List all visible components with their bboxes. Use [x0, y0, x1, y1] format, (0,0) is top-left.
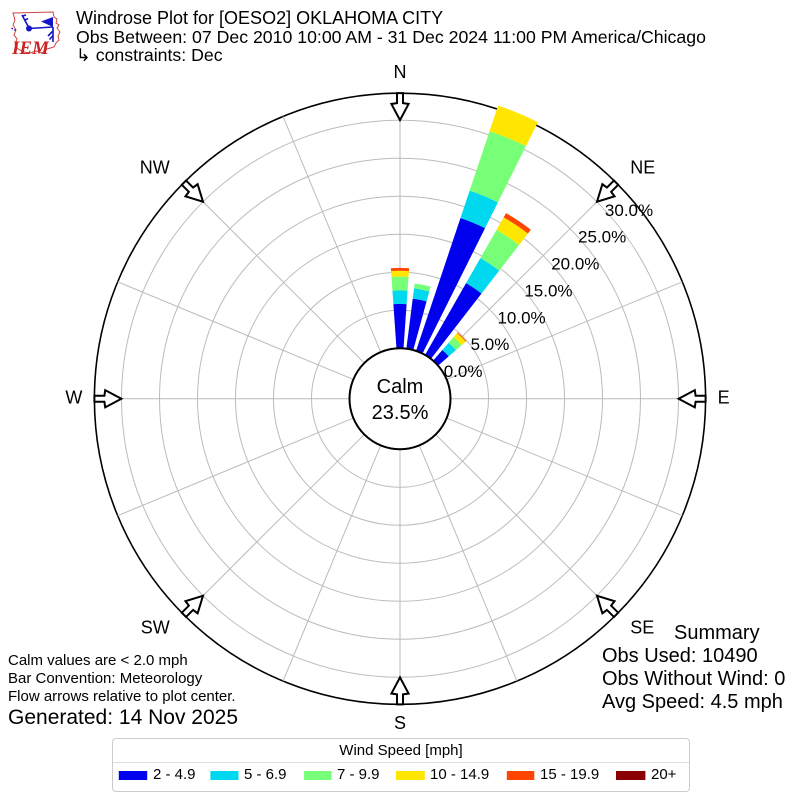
svg-text:W: W: [65, 388, 82, 408]
svg-text:2 - 4.9: 2 - 4.9: [153, 766, 196, 783]
svg-text:30.0%: 30.0%: [605, 201, 653, 220]
svg-text:SW: SW: [141, 618, 170, 638]
svg-text:10.0%: 10.0%: [497, 308, 545, 327]
svg-text:0.0%: 0.0%: [444, 362, 483, 381]
svg-text:10 - 14.9: 10 - 14.9: [430, 766, 489, 783]
svg-text:5 - 6.9: 5 - 6.9: [244, 766, 287, 783]
svg-text:15 - 19.9: 15 - 19.9: [540, 766, 599, 783]
svg-text:E: E: [718, 388, 730, 408]
svg-text:SE: SE: [630, 618, 654, 638]
svg-text:20.0%: 20.0%: [551, 255, 599, 274]
svg-text:25.0%: 25.0%: [578, 228, 626, 247]
svg-text:15.0%: 15.0%: [524, 281, 572, 300]
svg-text:20+: 20+: [651, 766, 677, 783]
svg-text:7 - 9.9: 7 - 9.9: [337, 766, 380, 783]
svg-text:NE: NE: [630, 157, 655, 177]
svg-text:Calm: Calm: [377, 376, 424, 398]
svg-text:NW: NW: [140, 157, 170, 177]
svg-text:N: N: [394, 62, 407, 82]
svg-text:S: S: [394, 713, 406, 733]
svg-text:23.5%: 23.5%: [372, 402, 429, 424]
svg-text:5.0%: 5.0%: [471, 335, 510, 354]
